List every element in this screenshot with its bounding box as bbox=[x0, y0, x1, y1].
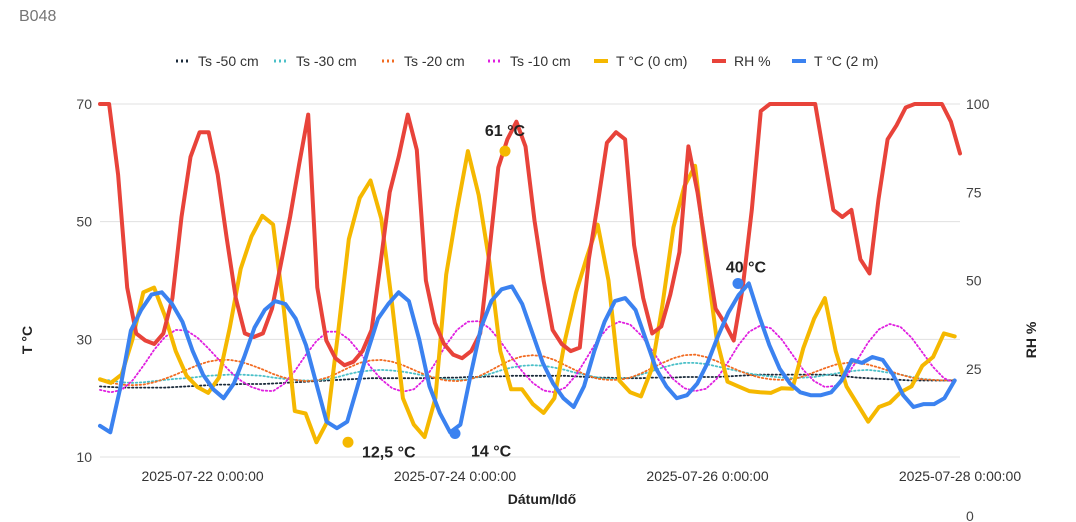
y-tick-label: 70 bbox=[76, 96, 92, 112]
y-tick-label: 10 bbox=[76, 449, 92, 465]
legend-label: Ts -20 cm bbox=[404, 53, 465, 69]
annotation-label: 61 °C bbox=[485, 123, 526, 140]
y2-tick-label: 50 bbox=[966, 273, 982, 289]
y-axis-label: T °C bbox=[19, 326, 35, 354]
series-line-ts-10-cm bbox=[99, 320, 956, 394]
axes: T °C RH % Dátum/Idő 10 30 50 70 0 25 50 75 100 20… bbox=[19, 96, 1039, 522]
y2-tick-label: 25 bbox=[966, 361, 982, 377]
y-tick-label: 30 bbox=[76, 331, 92, 347]
series-line-t-c-0-cm- bbox=[98, 149, 957, 445]
gridlines bbox=[100, 103, 960, 458]
x-tick-label: 2025-07-28 0:00:00 bbox=[899, 468, 1021, 484]
y2-axis-label: RH % bbox=[1023, 321, 1039, 358]
annotation-marker bbox=[449, 427, 461, 439]
legend-item: RH % bbox=[712, 53, 771, 69]
annotation-label: 14 °C bbox=[471, 443, 512, 460]
legend-label: T °C (0 cm) bbox=[616, 53, 687, 69]
x-tick-label: 2025-07-22 0:00:00 bbox=[141, 468, 263, 484]
legend: Ts -50 cm Ts -30 cm Ts -20 cm Ts -10 cm T °C… bbox=[176, 53, 878, 69]
series-line-t-c-2-m- bbox=[98, 281, 957, 435]
y2-tick-label: 0 bbox=[966, 508, 974, 522]
annotation-marker bbox=[499, 145, 511, 157]
y2-tick-label: 100 bbox=[966, 96, 990, 112]
legend-item: Ts -30 cm bbox=[274, 53, 357, 69]
y-tick-label: 50 bbox=[76, 214, 92, 230]
x-tick-label: 2025-07-26 0:00:00 bbox=[646, 468, 768, 484]
y2-tick-label: 75 bbox=[966, 184, 982, 200]
legend-item: Ts -20 cm bbox=[382, 53, 465, 69]
legend-item: T °C (0 cm) bbox=[594, 53, 687, 69]
legend-label: Ts -10 cm bbox=[510, 53, 571, 69]
series-group bbox=[98, 102, 962, 445]
x-axis-label: Dátum/Idő bbox=[508, 491, 576, 507]
annotation-marker bbox=[342, 436, 354, 448]
legend-label: Ts -30 cm bbox=[296, 53, 357, 69]
annotations: 61 °C 12,5 °C 14 °C 40 °C bbox=[342, 123, 767, 461]
legend-item: Ts -10 cm bbox=[488, 53, 571, 69]
legend-item: Ts -50 cm bbox=[176, 53, 259, 69]
series-line-rh- bbox=[98, 102, 962, 368]
x-tick-label: 2025-07-24 0:00:00 bbox=[394, 468, 516, 484]
legend-label: RH % bbox=[734, 53, 771, 69]
annotation-label: 40 °C bbox=[726, 259, 767, 276]
chart-title: B048 bbox=[19, 8, 57, 25]
legend-item: T °C (2 m) bbox=[792, 53, 878, 69]
series-line-ts-30-cm bbox=[99, 361, 956, 384]
annotation-label: 12,5 °C bbox=[362, 444, 416, 461]
legend-label: Ts -50 cm bbox=[198, 53, 259, 69]
annotation-marker bbox=[732, 277, 744, 289]
legend-label: T °C (2 m) bbox=[814, 53, 878, 69]
